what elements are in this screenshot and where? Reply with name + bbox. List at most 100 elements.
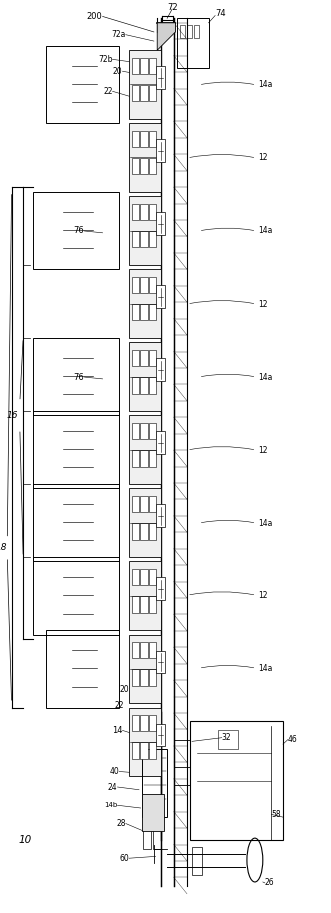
Bar bbox=[149, 523, 156, 540]
Text: 18: 18 bbox=[0, 543, 7, 552]
Text: 74: 74 bbox=[215, 9, 226, 18]
Bar bbox=[33, 192, 119, 269]
Bar bbox=[156, 285, 165, 309]
Text: 14a: 14a bbox=[258, 226, 272, 236]
Bar bbox=[140, 377, 148, 394]
Text: 22: 22 bbox=[115, 701, 124, 710]
Bar bbox=[149, 350, 156, 366]
Text: 60: 60 bbox=[119, 854, 129, 863]
Bar bbox=[132, 350, 139, 366]
Bar bbox=[140, 596, 148, 613]
Text: 72b: 72b bbox=[98, 55, 113, 64]
Bar bbox=[132, 231, 139, 247]
Bar bbox=[46, 46, 119, 123]
Bar bbox=[140, 523, 148, 540]
Bar bbox=[132, 642, 139, 658]
Bar bbox=[33, 338, 119, 415]
Bar bbox=[33, 411, 119, 488]
Bar bbox=[140, 277, 148, 293]
Text: 14a: 14a bbox=[258, 519, 272, 528]
Text: 22: 22 bbox=[103, 87, 113, 96]
Bar bbox=[156, 650, 165, 674]
Bar bbox=[149, 231, 156, 247]
Bar bbox=[156, 432, 165, 455]
Bar bbox=[129, 708, 161, 776]
Text: 58: 58 bbox=[271, 810, 281, 819]
Bar bbox=[149, 204, 156, 220]
Bar bbox=[194, 25, 199, 38]
Bar bbox=[140, 669, 148, 686]
Bar bbox=[132, 523, 139, 540]
Text: 12: 12 bbox=[258, 299, 268, 309]
Bar bbox=[132, 569, 139, 585]
Bar bbox=[132, 204, 139, 220]
Bar bbox=[129, 561, 161, 630]
Text: 46: 46 bbox=[288, 735, 298, 744]
Text: 14a: 14a bbox=[258, 373, 272, 382]
Bar bbox=[129, 123, 161, 192]
Bar bbox=[140, 231, 148, 247]
Bar bbox=[129, 196, 161, 265]
Bar bbox=[132, 277, 139, 293]
Bar bbox=[156, 139, 165, 163]
Bar bbox=[187, 25, 192, 38]
Bar bbox=[140, 131, 148, 147]
Bar bbox=[192, 847, 202, 875]
Bar bbox=[132, 85, 139, 101]
Bar bbox=[149, 669, 156, 686]
Text: 24: 24 bbox=[108, 782, 118, 792]
Bar bbox=[140, 85, 148, 101]
Bar bbox=[129, 50, 161, 119]
Bar bbox=[149, 377, 156, 394]
Bar bbox=[142, 749, 167, 817]
Bar bbox=[156, 359, 165, 382]
Bar bbox=[140, 569, 148, 585]
Bar bbox=[156, 505, 165, 528]
Text: 200: 200 bbox=[87, 12, 103, 21]
Bar bbox=[129, 342, 161, 411]
Text: 14: 14 bbox=[112, 726, 122, 735]
Bar bbox=[149, 596, 156, 613]
Bar bbox=[149, 496, 156, 512]
Bar bbox=[149, 715, 156, 731]
Text: 76: 76 bbox=[74, 373, 84, 382]
Bar bbox=[140, 350, 148, 366]
Bar bbox=[140, 423, 148, 439]
Text: 40: 40 bbox=[110, 767, 119, 776]
Bar bbox=[149, 423, 156, 439]
Bar bbox=[140, 715, 148, 731]
Bar bbox=[140, 450, 148, 467]
Text: 72: 72 bbox=[167, 3, 177, 12]
Text: 12: 12 bbox=[258, 446, 268, 455]
Bar bbox=[143, 826, 151, 849]
Bar bbox=[140, 742, 148, 759]
Bar bbox=[149, 304, 156, 320]
Bar bbox=[33, 484, 119, 561]
Bar bbox=[149, 742, 156, 759]
Bar bbox=[132, 715, 139, 731]
Text: 14a: 14a bbox=[258, 80, 272, 89]
Bar bbox=[142, 794, 164, 831]
Bar bbox=[153, 826, 161, 849]
Bar bbox=[190, 721, 283, 840]
Text: 12: 12 bbox=[258, 153, 268, 163]
Bar bbox=[180, 25, 185, 38]
Text: 14b: 14b bbox=[104, 803, 118, 808]
Polygon shape bbox=[157, 23, 175, 50]
Bar bbox=[129, 269, 161, 338]
Bar bbox=[156, 724, 165, 747]
Bar bbox=[149, 131, 156, 147]
Bar bbox=[140, 496, 148, 512]
Text: 14a: 14a bbox=[258, 664, 272, 673]
Bar bbox=[132, 496, 139, 512]
Bar bbox=[149, 569, 156, 585]
Bar bbox=[149, 58, 156, 74]
Bar bbox=[132, 423, 139, 439]
Bar bbox=[156, 578, 165, 601]
Text: 32: 32 bbox=[222, 733, 231, 742]
Bar bbox=[149, 450, 156, 467]
Bar bbox=[129, 635, 161, 703]
Bar bbox=[140, 204, 148, 220]
Bar bbox=[156, 67, 165, 89]
Bar bbox=[132, 158, 139, 174]
